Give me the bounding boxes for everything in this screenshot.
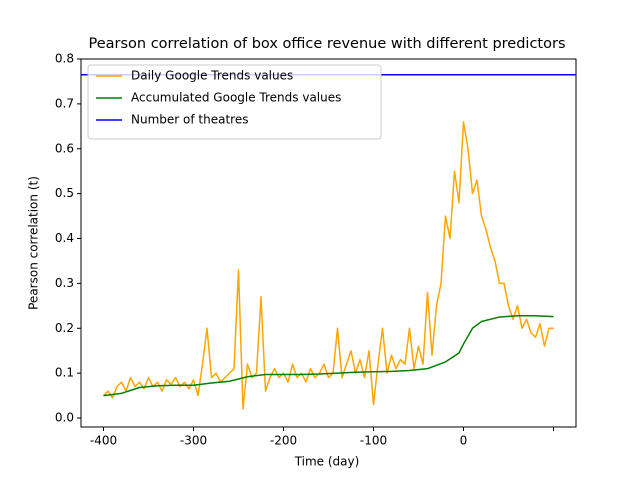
y-axis-label: Pearson correlation (t) xyxy=(27,176,41,310)
y-tick-label: 0.5 xyxy=(55,186,74,200)
y-tick-label: 0.0 xyxy=(55,411,74,425)
y-tick-label: 0.8 xyxy=(55,52,74,66)
y-tick-label: 0.2 xyxy=(55,321,74,335)
data-line xyxy=(102,121,554,410)
y-tick-label: 0.4 xyxy=(55,231,74,245)
chart-title: Pearson correlation of box office revenu… xyxy=(88,36,565,52)
x-tick-label: -400 xyxy=(90,434,117,448)
legend-label: Accumulated Google Trends values xyxy=(131,91,341,105)
x-tick-label: -200 xyxy=(270,434,297,448)
x-tick-label: -100 xyxy=(360,434,387,448)
y-tick-label: 0.7 xyxy=(55,96,74,110)
legend-label: Number of theatres xyxy=(131,113,248,127)
x-tick-label: -300 xyxy=(180,434,207,448)
legend-label: Daily Google Trends values xyxy=(131,69,293,83)
legend-box xyxy=(87,64,382,140)
y-tick-label: 0.6 xyxy=(55,141,74,155)
data-line xyxy=(103,314,554,397)
x-tick-label: 0 xyxy=(460,434,468,448)
y-tick-label: 0.1 xyxy=(55,366,74,380)
x-axis-label: Time (day) xyxy=(294,455,360,469)
y-tick-label: 0.3 xyxy=(55,276,74,290)
axes-frame xyxy=(80,58,577,428)
